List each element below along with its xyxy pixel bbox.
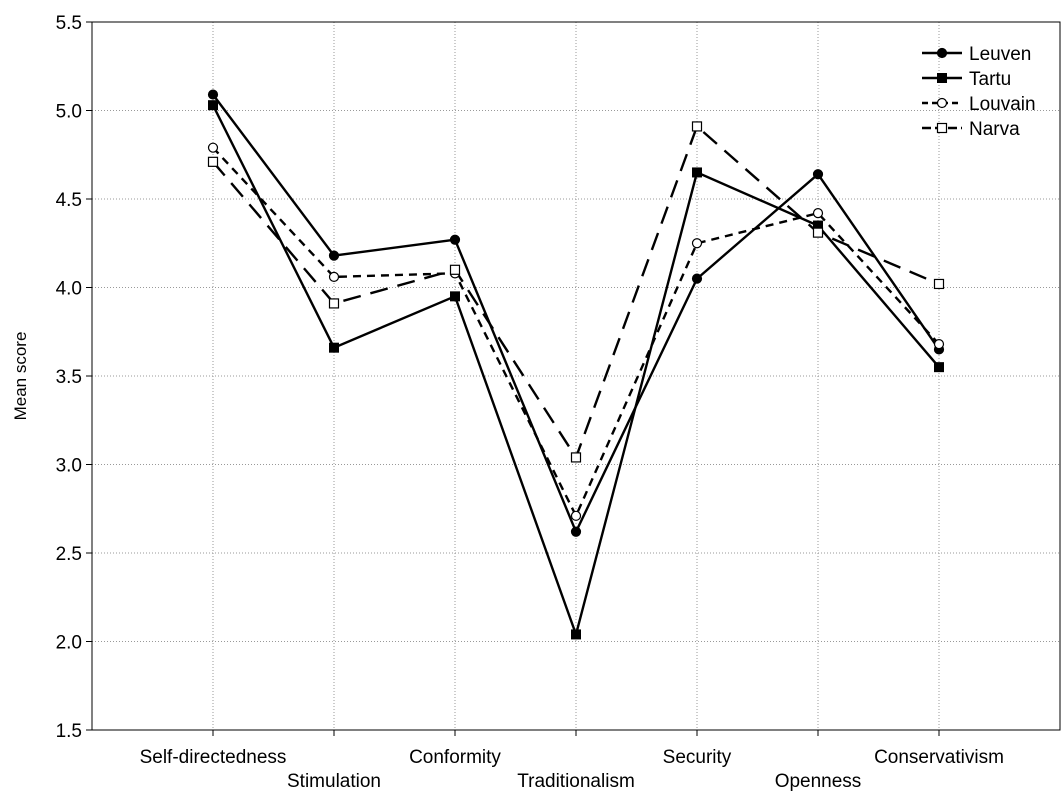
data-point-tartu [208,100,218,111]
data-point-narva [449,264,461,275]
data-point-narva [328,298,340,309]
x-tick-label: Traditionalism [517,771,635,792]
legend-label-leuven: Leuven [969,44,1031,65]
x-tick-label: Self-directedness [140,747,287,768]
legend-marker-leuven [936,47,948,59]
x-tick-label: Conformity [409,747,501,768]
x-tick-label: Security [663,747,732,768]
data-point-louvain [570,510,582,521]
legend-marker-narva [936,122,948,134]
legend-marker-tartu [937,73,947,83]
data-point-louvain [933,339,945,350]
y-tick-label: 4.0 [56,279,82,300]
y-tick-label: 3.0 [56,456,82,477]
data-point-louvain [812,208,824,219]
data-point-tartu [571,629,581,640]
data-point-narva [812,227,824,238]
data-point-tartu [934,362,944,373]
data-point-leuven [449,234,461,245]
data-point-leuven [691,273,703,284]
y-tick-label: 3.5 [56,367,82,388]
y-tick-label: 1.5 [56,721,82,742]
legend-label-louvain: Louvain [969,94,1036,115]
data-point-leuven [328,250,340,261]
y-tick-label: 5.5 [56,13,82,34]
series-line-narva [212,124,940,461]
series-layer [207,89,945,640]
data-point-narva [207,156,219,167]
data-point-narva [933,278,945,290]
data-point-narva [570,452,582,463]
data-point-louvain [207,142,219,153]
data-point-tartu [450,291,460,302]
y-tick-label: 5.0 [56,102,82,123]
legend-marker-louvain [936,97,948,109]
data-point-leuven [812,169,824,180]
y-axis-ticks: 1.5 2.0 2.5 3.0 3.5 4.0 4.5 5.0 5.5 [56,13,92,742]
data-point-narva [691,121,703,132]
y-tick-label: 2.0 [56,633,82,654]
data-point-louvain [691,238,703,249]
grid-layer [92,22,1060,730]
legend-label-narva: Narva [969,119,1020,140]
data-point-tartu [329,342,339,353]
x-tick-label: Stimulation [287,771,381,792]
x-tick-label: Openness [775,771,862,792]
legend: Leuven Tartu Louvain Narva [922,44,1036,140]
data-point-leuven [570,526,582,537]
data-point-leuven [207,89,219,100]
y-tick-label: 4.5 [56,190,82,211]
data-point-tartu [692,167,702,178]
y-tick-label: 2.5 [56,544,82,565]
legend-label-tartu: Tartu [969,69,1011,90]
x-tick-label: Conservativism [874,747,1004,768]
data-point-louvain [328,271,340,282]
y-axis-title: Mean score [11,332,30,421]
